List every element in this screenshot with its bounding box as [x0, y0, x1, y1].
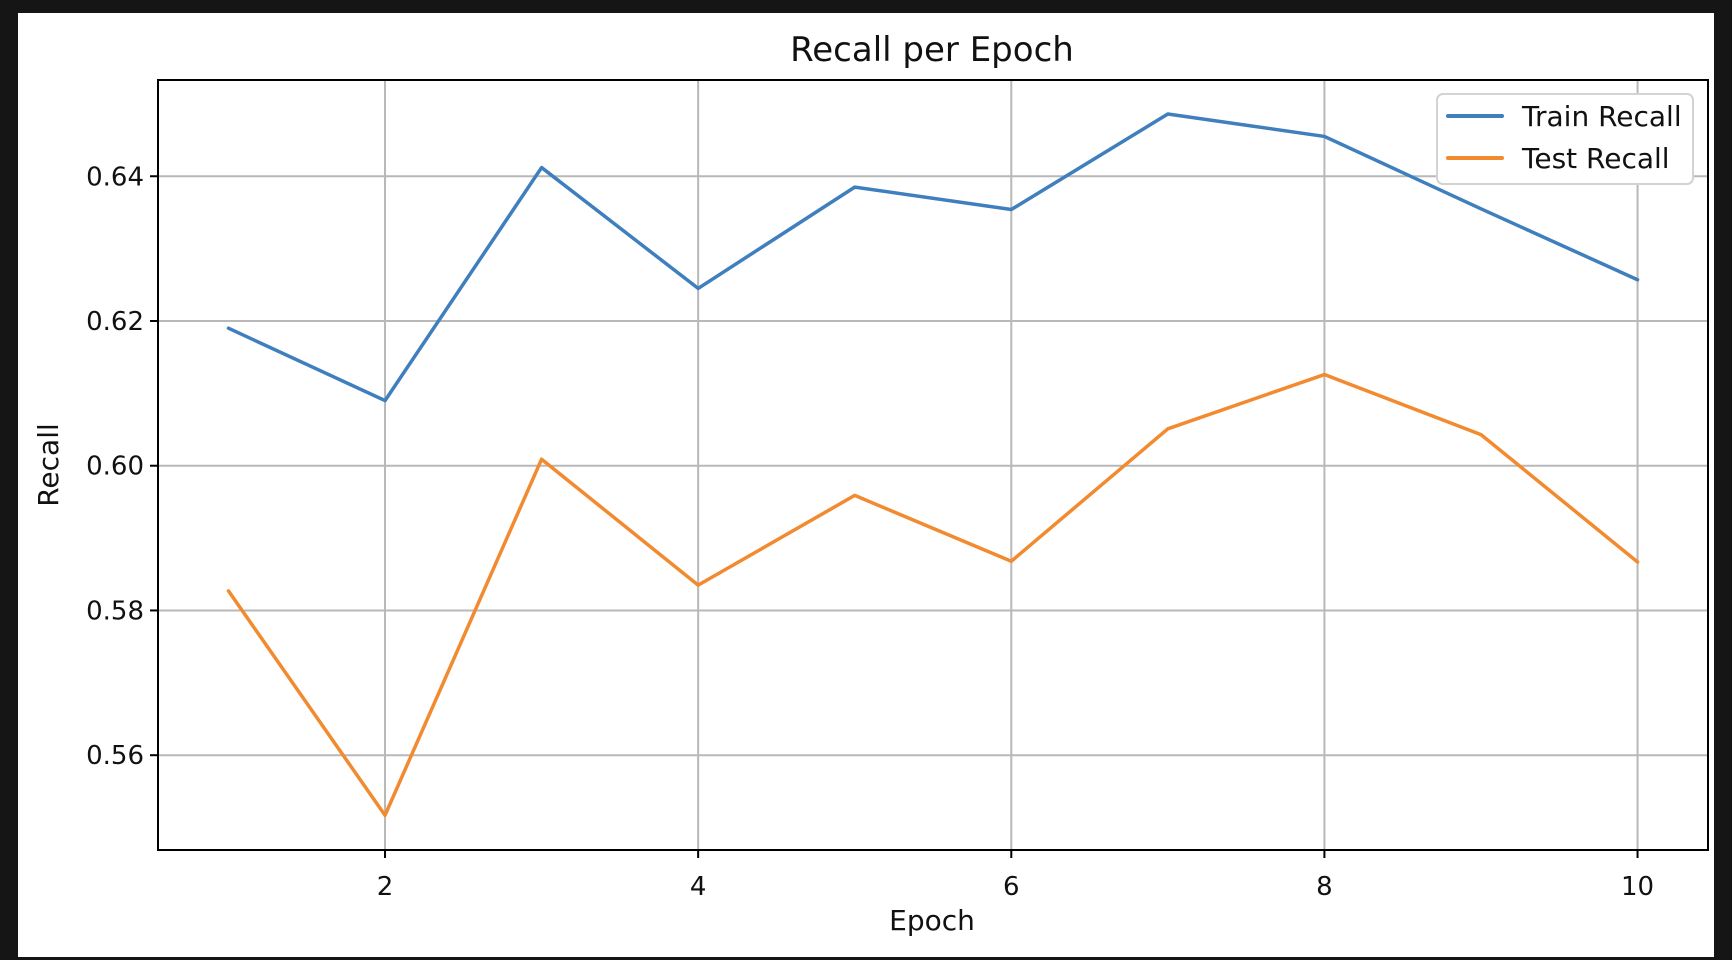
train-recall-point-2	[383, 399, 387, 403]
tick-layer: 2 4 6 8 10 0.56 0.58 0.60 0.62 0.64	[86, 162, 1654, 902]
y-tick-label-0.60: 0.60	[86, 452, 144, 482]
chart-title: Recall per Epoch	[790, 30, 1074, 70]
test-recall-point-3	[540, 457, 544, 461]
y-tick-label-0.64: 0.64	[86, 162, 144, 192]
y-tick-label-0.62: 0.62	[86, 307, 144, 337]
legend-test-label: Test Recall	[1521, 142, 1670, 175]
train-recall-point-9	[1479, 207, 1483, 211]
train-recall-point-6	[1009, 208, 1013, 212]
x-tick-label-2: 2	[377, 872, 394, 902]
series-line-test-recall	[226, 372, 1640, 818]
test-recall-point-7	[1166, 427, 1170, 431]
test-recall-point-9	[1479, 433, 1483, 437]
test-recall-point-6	[1009, 559, 1013, 563]
train-recall-point-3	[540, 166, 544, 170]
test-recall-point-5	[853, 494, 857, 498]
x-tick-label-4: 4	[690, 872, 707, 902]
x-axis-label: Epoch	[889, 904, 975, 937]
train-recall-point-5	[853, 185, 857, 189]
test-recall-point-10	[1636, 560, 1640, 564]
test-recall-point-8	[1323, 373, 1327, 377]
y-tick-label-0.56: 0.56	[86, 741, 144, 771]
y-axis-label: Recall	[32, 423, 65, 507]
x-tick-label-10: 10	[1621, 872, 1654, 902]
legend-train-label: Train Recall	[1521, 100, 1682, 133]
grid-layer	[158, 80, 1708, 850]
series-line-train-recall	[226, 112, 1640, 403]
series-layer	[226, 112, 1640, 818]
x-tick-label-6: 6	[1003, 872, 1020, 902]
train-recall-point-7	[1166, 112, 1170, 116]
train-recall-point-4	[696, 287, 700, 291]
test-recall-point-1	[227, 589, 231, 593]
train-recall-point-8	[1323, 135, 1327, 139]
test-recall-point-2	[383, 813, 387, 817]
train-recall-point-10	[1636, 278, 1640, 282]
legend: Train Recall Test Recall	[1436, 93, 1694, 185]
chart-canvas	[18, 13, 1714, 957]
x-tick-label-8: 8	[1316, 872, 1333, 902]
test-recall-point-4	[696, 583, 700, 587]
y-tick-label-0.58: 0.58	[86, 596, 144, 626]
train-recall-point-1	[227, 326, 231, 330]
